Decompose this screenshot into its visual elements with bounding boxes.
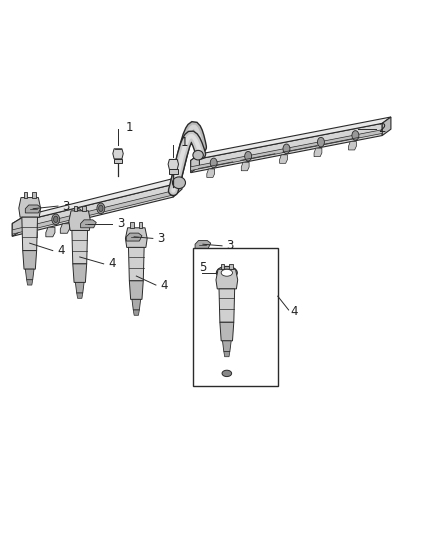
Polygon shape: [220, 322, 234, 341]
Text: 4: 4: [291, 305, 298, 318]
Text: 3: 3: [157, 232, 165, 245]
Ellipse shape: [216, 266, 237, 279]
Ellipse shape: [193, 150, 203, 160]
Text: 1: 1: [125, 120, 133, 134]
Ellipse shape: [283, 144, 290, 154]
Polygon shape: [195, 240, 211, 248]
Polygon shape: [230, 264, 233, 269]
Polygon shape: [114, 159, 122, 163]
Ellipse shape: [76, 211, 81, 217]
Polygon shape: [129, 281, 143, 300]
Polygon shape: [19, 198, 41, 217]
Polygon shape: [128, 247, 144, 281]
Polygon shape: [130, 222, 134, 228]
Polygon shape: [25, 269, 34, 280]
Polygon shape: [113, 149, 123, 159]
Polygon shape: [24, 192, 27, 198]
Polygon shape: [221, 264, 224, 269]
Polygon shape: [279, 155, 287, 163]
Text: 3: 3: [62, 199, 70, 213]
Polygon shape: [126, 233, 142, 241]
Text: 4: 4: [57, 244, 64, 257]
Ellipse shape: [31, 222, 35, 228]
Polygon shape: [219, 289, 235, 322]
Polygon shape: [173, 176, 182, 197]
Ellipse shape: [74, 208, 82, 219]
Text: 2: 2: [378, 122, 385, 135]
Ellipse shape: [245, 151, 252, 161]
Polygon shape: [32, 192, 36, 198]
Polygon shape: [23, 251, 37, 269]
Polygon shape: [27, 280, 33, 285]
Polygon shape: [12, 184, 173, 236]
Polygon shape: [72, 230, 88, 264]
Polygon shape: [12, 191, 173, 234]
Polygon shape: [139, 222, 142, 228]
Bar: [193, 248, 278, 386]
Ellipse shape: [99, 205, 103, 212]
Polygon shape: [191, 117, 391, 160]
Text: 4: 4: [108, 257, 116, 270]
Polygon shape: [12, 216, 25, 236]
Polygon shape: [191, 130, 382, 171]
Polygon shape: [349, 141, 357, 150]
Polygon shape: [223, 341, 231, 351]
Polygon shape: [191, 123, 382, 173]
Polygon shape: [125, 228, 147, 247]
Polygon shape: [25, 205, 41, 213]
Ellipse shape: [53, 216, 58, 222]
Text: 3: 3: [226, 239, 234, 252]
Polygon shape: [74, 206, 77, 211]
Ellipse shape: [221, 269, 233, 276]
Ellipse shape: [173, 177, 185, 189]
Ellipse shape: [210, 158, 217, 168]
Polygon shape: [77, 293, 83, 298]
Polygon shape: [241, 162, 249, 171]
Ellipse shape: [29, 220, 37, 230]
Polygon shape: [132, 300, 141, 310]
Polygon shape: [12, 176, 182, 223]
Polygon shape: [81, 220, 96, 228]
Polygon shape: [224, 351, 230, 357]
Polygon shape: [73, 264, 87, 282]
Polygon shape: [75, 282, 84, 293]
Polygon shape: [191, 154, 199, 173]
Polygon shape: [46, 227, 55, 237]
Ellipse shape: [352, 131, 359, 140]
Text: 5: 5: [199, 261, 207, 274]
Polygon shape: [314, 148, 322, 157]
Polygon shape: [216, 269, 238, 289]
Polygon shape: [60, 224, 70, 233]
Polygon shape: [69, 211, 91, 230]
Text: 1: 1: [181, 136, 188, 149]
Polygon shape: [82, 206, 86, 211]
Text: 4: 4: [160, 279, 168, 292]
Polygon shape: [22, 217, 38, 251]
Ellipse shape: [52, 214, 60, 224]
Polygon shape: [28, 231, 37, 241]
Polygon shape: [382, 117, 391, 135]
Ellipse shape: [318, 138, 325, 147]
Polygon shape: [168, 159, 179, 169]
Ellipse shape: [97, 203, 105, 214]
Polygon shape: [207, 169, 215, 177]
Text: 3: 3: [117, 217, 124, 230]
Ellipse shape: [222, 370, 232, 377]
Polygon shape: [133, 310, 139, 316]
Polygon shape: [169, 169, 178, 174]
